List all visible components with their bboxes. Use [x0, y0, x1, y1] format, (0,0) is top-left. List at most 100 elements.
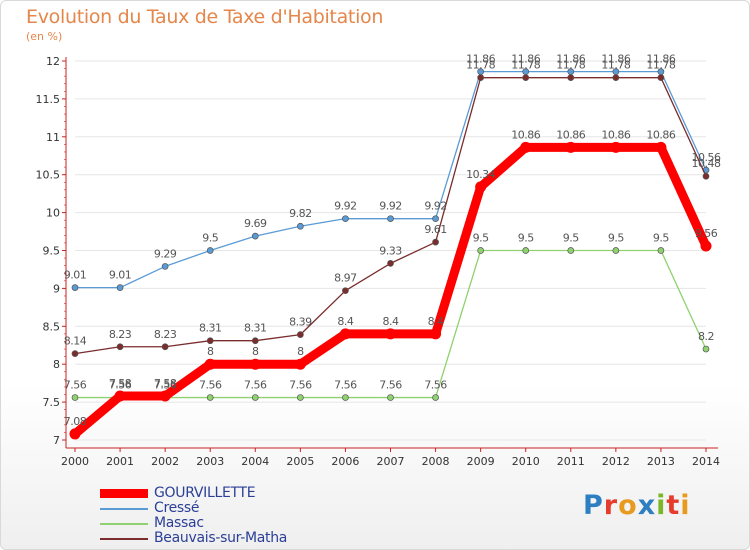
data-point: [385, 328, 396, 340]
data-point: [657, 247, 665, 254]
x-tick-label: 2005: [286, 455, 314, 468]
data-label: 9.5: [653, 232, 669, 245]
data-label: 11.78: [556, 59, 585, 72]
data-point: [161, 343, 169, 351]
data-point: [204, 358, 216, 370]
data-label: 9.92: [334, 200, 357, 213]
data-label: 10.86: [511, 128, 540, 141]
data-label: 10.56: [692, 151, 721, 164]
legend: GOURVILLETTE Cressé Massac Beauvais-sur-…: [100, 486, 287, 546]
data-point: [522, 247, 530, 254]
x-tick-label: 2002: [151, 455, 179, 468]
y-tick-label: 7: [53, 434, 60, 447]
logo-letter: i: [680, 490, 691, 521]
logo-letter: i: [656, 490, 667, 521]
data-label: 7.56: [154, 379, 177, 392]
data-label: 10.86: [556, 128, 585, 141]
logo-letter: o: [618, 490, 638, 521]
data-point: [655, 141, 667, 153]
data-label: 10.34: [466, 168, 495, 181]
data-label: 11.78: [511, 59, 540, 72]
data-point: [69, 428, 81, 440]
data-label: 9.01: [109, 269, 132, 282]
data-label: 9.5: [473, 232, 489, 245]
data-label: 9.82: [289, 207, 312, 220]
data-label: 9.56: [695, 227, 718, 240]
data-point: [206, 337, 214, 345]
data-point: [702, 172, 710, 180]
data-label: 7.58: [109, 377, 132, 390]
logo-letter: x: [637, 490, 657, 521]
data-label: 11.86: [466, 53, 495, 66]
data-point: [430, 328, 442, 340]
data-point: [612, 74, 620, 82]
data-point: [522, 74, 530, 82]
x-tick-label: 2011: [557, 455, 585, 468]
legend-label: Massac: [154, 515, 204, 531]
data-label: 7.56: [289, 379, 312, 392]
data-label: 9.92: [424, 200, 447, 213]
legend-swatch: [100, 507, 148, 510]
x-tick-label: 2008: [422, 455, 450, 468]
data-label: 7.56: [334, 379, 357, 392]
legend-swatch: [100, 537, 148, 540]
data-label: 8.4: [337, 315, 353, 328]
data-label: 8.39: [289, 316, 312, 329]
data-point: [387, 260, 394, 267]
data-label: 8: [297, 345, 304, 358]
x-tick-label: 2010: [512, 455, 540, 468]
data-point: [387, 215, 394, 223]
data-point: [342, 287, 349, 295]
data-label: 8.2: [698, 330, 714, 343]
data-point: [565, 141, 577, 153]
data-point: [251, 394, 259, 401]
data-point: [297, 222, 304, 230]
data-point: [432, 238, 439, 246]
data-label: 9.5: [608, 232, 624, 245]
data-label: 11.86: [556, 53, 585, 66]
legend-label: GOURVILLETTE: [154, 485, 256, 501]
data-point: [249, 358, 261, 370]
data-label: 11.86: [646, 53, 675, 66]
x-tick-label: 2004: [241, 455, 269, 468]
data-point: [432, 394, 439, 401]
data-label: 7.08: [64, 415, 87, 428]
data-label: 9.29: [154, 247, 177, 260]
data-label: 8: [207, 345, 214, 358]
y-tick-label: 12: [46, 55, 60, 68]
data-point: [297, 331, 304, 338]
data-label: 8.31: [199, 322, 222, 335]
data-label: 7.56: [64, 379, 87, 392]
data-label: 8: [252, 345, 259, 358]
x-tick-label: 2006: [331, 455, 359, 468]
data-label: 7.58: [154, 377, 177, 390]
logo-letter: P: [583, 490, 604, 521]
data-point: [251, 337, 259, 345]
y-tick-label: 9.5: [43, 245, 61, 258]
data-label: 10.86: [646, 128, 675, 141]
data-label: 9.69: [244, 217, 267, 230]
data-label: 9.5: [202, 232, 218, 245]
y-tick-label: 10.5: [36, 169, 61, 182]
data-point: [71, 284, 79, 291]
data-point: [116, 284, 124, 291]
data-label: 11.78: [466, 59, 495, 72]
data-label: 9.92: [379, 200, 402, 213]
data-label: 7.56: [379, 379, 402, 392]
y-tick-label: 8.5: [43, 320, 61, 333]
data-label: 9.01: [64, 269, 87, 282]
data-label: 10.48: [692, 157, 721, 170]
data-label: 7.56: [424, 379, 447, 392]
legend-item-cresse: Cressé: [100, 501, 287, 516]
data-point: [520, 141, 532, 153]
data-point: [206, 247, 214, 254]
data-point: [387, 394, 394, 401]
data-label: 11.86: [601, 53, 630, 66]
data-point: [251, 232, 259, 240]
chart-subtitle: (en %): [26, 30, 63, 43]
data-label: 9.5: [563, 232, 579, 245]
data-label: 9.61: [424, 223, 447, 236]
proxiti-logo: Proxiti: [583, 490, 691, 521]
legend-item-gourvillette: GOURVILLETTE: [100, 486, 287, 501]
